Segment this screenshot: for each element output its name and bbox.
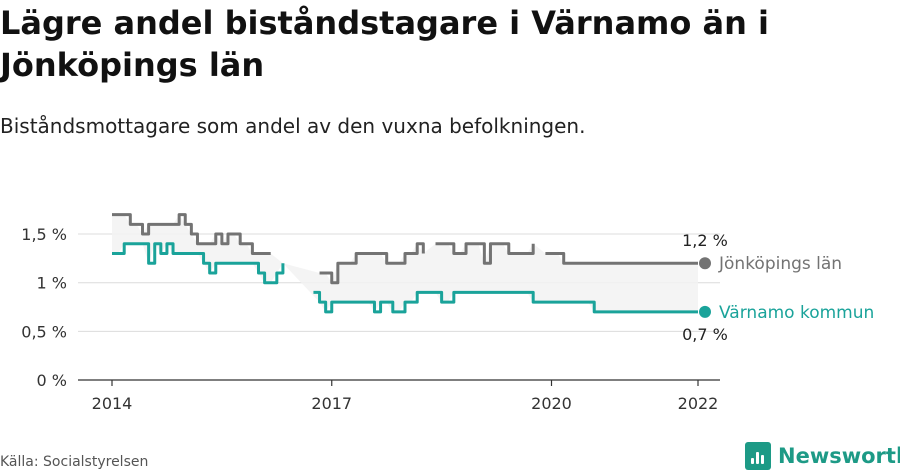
y-axis: 0 % 0,5 % 1 % 1,5 % [21, 225, 67, 390]
series-name-label: Värnamo kommun [719, 303, 874, 323]
bar-chart-logo-icon [745, 442, 771, 470]
series-end-marker [699, 305, 711, 318]
x-tick-label: 2022 [678, 394, 719, 413]
series-line [112, 242, 698, 314]
y-tick-label: 0,5 % [21, 322, 67, 341]
series-lines [112, 213, 698, 314]
end-labels: Jönköpings län 1,2 % Värnamo kommun 0,7 % [682, 231, 874, 344]
series-value-label: 1,2 % [682, 231, 728, 250]
series-end-marker [699, 257, 711, 270]
chart-title: Lägre andel biståndstagare i Värnamo än … [0, 4, 769, 84]
x-tick-label: 2014 [92, 394, 133, 413]
y-tick-label: 1,5 % [21, 225, 67, 244]
chart-subtitle: Biståndsmottagare som andel av den vuxna… [0, 114, 586, 138]
source-note: Källa: Socialstyrelsen [0, 454, 149, 470]
brand-name: Newsworthy [778, 444, 900, 468]
series-name-label: Jönköpings län [718, 254, 842, 274]
series-line [112, 213, 698, 285]
brand-logo: Newsworthy [745, 442, 900, 470]
y-tick-label: 1 % [37, 274, 67, 293]
series-value-label: 0,7 % [682, 325, 728, 344]
x-tick-label: 2017 [311, 394, 352, 413]
x-axis: 2014 2017 2020 2022 [92, 380, 719, 413]
y-tick-label: 0 % [37, 371, 67, 390]
x-tick-label: 2020 [531, 394, 572, 413]
